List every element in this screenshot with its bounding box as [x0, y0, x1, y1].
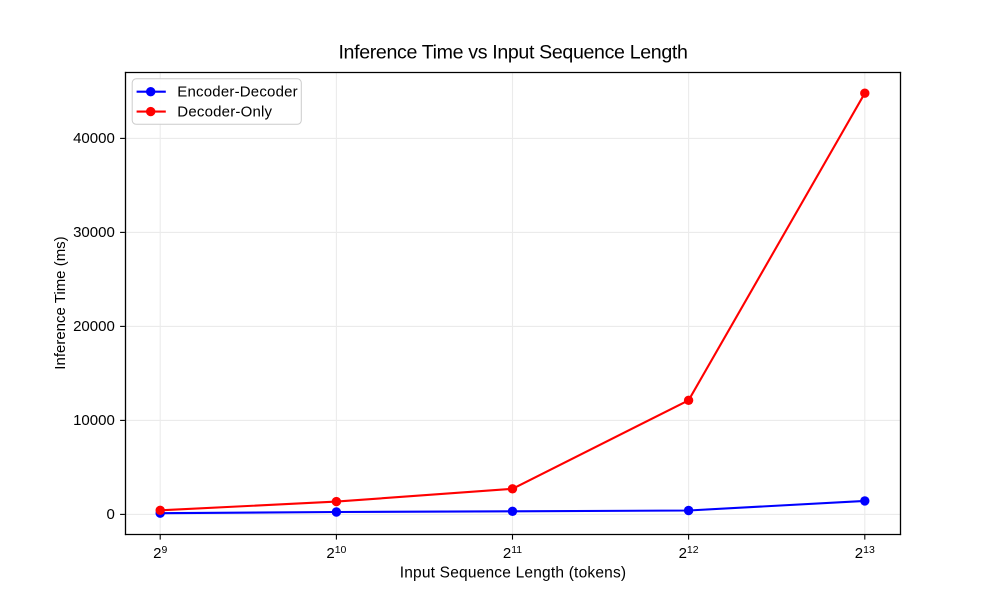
svg-text:Input Sequence Length (tokens): Input Sequence Length (tokens): [400, 564, 627, 581]
svg-text:30000: 30000: [73, 224, 115, 241]
svg-text:10000: 10000: [73, 412, 115, 429]
svg-text:Inference Time vs Input Sequen: Inference Time vs Input Sequence Length: [338, 42, 687, 64]
svg-text:0: 0: [106, 506, 114, 523]
svg-text:Encoder-Decoder: Encoder-Decoder: [177, 84, 298, 101]
svg-text:Inference Time (ms): Inference Time (ms): [52, 236, 69, 369]
svg-text:20000: 20000: [73, 318, 115, 335]
svg-text:Decoder-Only: Decoder-Only: [177, 104, 272, 121]
svg-text:40000: 40000: [73, 130, 115, 147]
